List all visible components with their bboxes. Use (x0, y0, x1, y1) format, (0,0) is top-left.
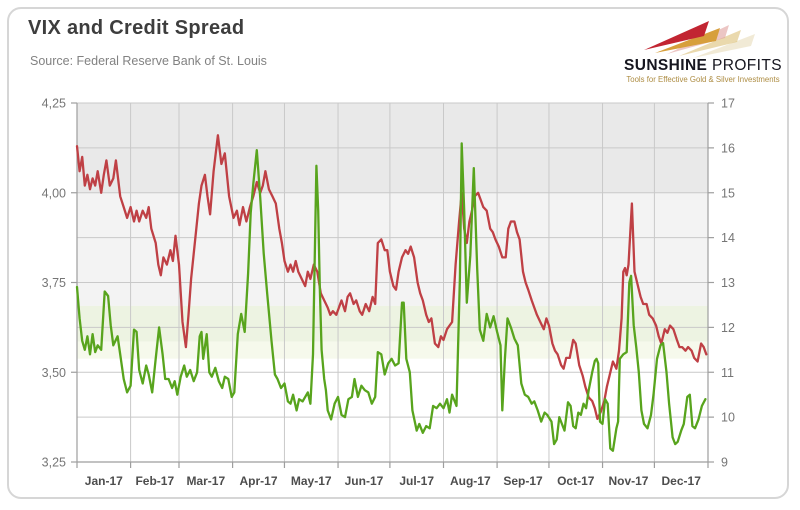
left-axis-tick-label: 4,25 (42, 97, 66, 111)
x-axis-month-label: May-17 (291, 474, 332, 488)
sunshine-profits-logo: SUNSHINE PROFITS Tools for Effective Gol… (612, 6, 794, 84)
logo-name-light: PROFITS (707, 57, 782, 74)
x-axis-month-label: Mar-17 (186, 474, 225, 488)
right-axis-tick-label: 15 (721, 186, 735, 200)
right-axis-tick-label: 12 (721, 321, 735, 335)
right-axis-tick-label: 11 (721, 366, 734, 380)
logo-name: SUNSHINE PROFITS (612, 57, 794, 74)
x-axis-month-label: Sep-17 (503, 474, 543, 488)
chart-axis-labels: 4,25 4,00 3,75 3,50 3,25 17 16 15 14 13 12 11 10 9 Jan… (42, 97, 735, 489)
left-axis-tick-label: 3,75 (42, 276, 66, 290)
right-axis-tick-label: 16 (721, 141, 735, 155)
right-axis-tick-label: 14 (721, 231, 735, 245)
x-axis-month-label: Jun-17 (345, 474, 384, 488)
right-axis-tick-label: 9 (721, 456, 728, 470)
page-title: VIX and Credit Spread (28, 17, 245, 39)
x-axis-month-label: Apr-17 (240, 474, 278, 488)
logo-arrows-icon (644, 21, 755, 58)
x-axis-month-label: Aug-17 (450, 474, 491, 488)
logo-name-bold: SUNSHINE (624, 57, 708, 74)
chart-line-vix (75, 142, 707, 452)
x-axis-month-label: Feb-17 (135, 474, 174, 488)
x-axis-month-label: Oct-17 (557, 474, 595, 488)
chart-line-credit-spread (75, 134, 708, 421)
left-axis-tick-label: 3,25 (42, 456, 66, 470)
right-axis-tick-label: 17 (721, 97, 735, 111)
right-axis-tick-label: 10 (721, 411, 735, 425)
left-axis-tick-label: 3,50 (42, 366, 66, 380)
x-axis-month-label: Jan-17 (85, 474, 123, 488)
logo-tagline: Tools for Effective Gold & Silver Invest… (626, 75, 780, 85)
x-axis-month-label: Nov-17 (608, 474, 648, 488)
right-axis-tick-label: 13 (721, 276, 735, 290)
x-axis-month-label: Jul-17 (399, 474, 434, 488)
source-note: Source: Federal Reserve Bank of St. Loui… (30, 54, 267, 68)
chart-axes (71, 102, 714, 468)
left-axis-tick-label: 4,00 (42, 186, 66, 200)
x-axis-month-label: Dec-17 (662, 474, 702, 488)
